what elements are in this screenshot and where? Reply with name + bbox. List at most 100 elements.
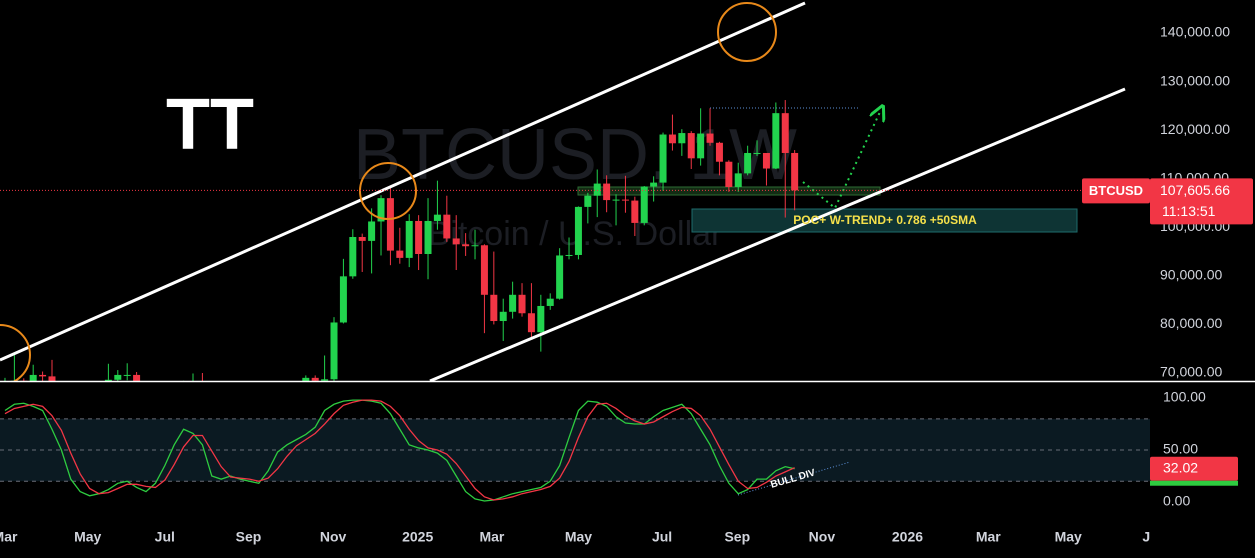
x-tick-label: Jul xyxy=(652,529,672,545)
candle-body xyxy=(490,294,498,322)
candle-body xyxy=(433,214,441,221)
x-tick-label: Mar xyxy=(479,529,504,545)
stoch-line xyxy=(4,399,795,501)
candle-body xyxy=(386,198,394,251)
candle-body xyxy=(593,183,601,196)
x-tick-label: J xyxy=(1142,529,1150,545)
y-tick-label: 90,000.00 xyxy=(1160,267,1222,283)
stoch-line xyxy=(4,399,795,502)
channel-upper xyxy=(0,1,806,362)
candle-body xyxy=(358,237,366,241)
candle-body xyxy=(744,152,752,174)
candle-body xyxy=(650,182,658,187)
x-tick-label: May xyxy=(74,529,101,545)
candle-body xyxy=(631,200,639,223)
price-tag xyxy=(1150,178,1253,225)
candle-body xyxy=(133,374,141,381)
x-tick-label: Mar xyxy=(0,529,18,545)
candle-body xyxy=(706,133,714,143)
x-tick-label: May xyxy=(1055,529,1082,545)
circle xyxy=(0,324,31,381)
candle-body xyxy=(424,220,432,254)
candle-body xyxy=(725,161,733,187)
candle-body xyxy=(377,198,385,222)
channel-lower xyxy=(429,87,1126,381)
candle-body xyxy=(321,379,329,381)
candle-body xyxy=(471,245,479,247)
circle xyxy=(359,162,417,220)
candle-body xyxy=(584,195,592,207)
candles xyxy=(4,100,799,381)
x-tick-label: 2025 xyxy=(402,529,433,545)
candle-body xyxy=(311,377,319,381)
candle-body xyxy=(668,134,676,144)
poc-box xyxy=(691,208,1078,233)
y-tick-label: 50.00 xyxy=(1163,441,1198,457)
candle-body xyxy=(302,377,310,381)
candle-body xyxy=(339,276,347,323)
candle-body xyxy=(659,134,667,183)
candle-body xyxy=(368,221,376,241)
logo: TT xyxy=(166,85,254,165)
candle-body xyxy=(781,113,789,153)
candle-body xyxy=(443,214,451,239)
value-tag-strip xyxy=(1150,480,1238,486)
x-tick-label: Mar xyxy=(976,529,1001,545)
circle xyxy=(717,2,777,62)
y-tick-label: 70,000.00 xyxy=(1160,364,1222,380)
axes: 70,000.0080,000.0090,000.00100,000.00110… xyxy=(0,24,1253,545)
candle-body xyxy=(574,206,582,255)
candle-body xyxy=(415,220,423,254)
x-tick-label: Sep xyxy=(724,529,750,545)
candle-body xyxy=(48,376,56,381)
y-tick-label: 0.00 xyxy=(1163,493,1190,509)
candle-body xyxy=(499,311,507,322)
candle-body xyxy=(715,142,723,162)
candle-body xyxy=(452,238,460,245)
candle-body xyxy=(640,186,648,223)
x-tick-label: 2026 xyxy=(892,529,923,545)
candle-body xyxy=(462,244,470,247)
band xyxy=(0,418,1150,482)
candle-body xyxy=(546,298,554,306)
symbol-label: BTCUSD xyxy=(1089,183,1143,198)
value-label: 32.02 xyxy=(1163,459,1198,475)
candle-body xyxy=(612,199,620,201)
candle-body xyxy=(791,152,799,191)
candle-body xyxy=(734,173,742,187)
y-tick-label: 140,000.00 xyxy=(1160,24,1230,40)
symbol-tag xyxy=(1082,178,1150,204)
candle-body xyxy=(678,133,686,144)
candle-body xyxy=(621,199,629,201)
candle-body xyxy=(396,250,404,258)
candle-body xyxy=(537,305,545,333)
stoch-panel xyxy=(0,399,1150,502)
candle-body xyxy=(480,245,488,295)
x-tick-label: Nov xyxy=(809,529,836,545)
x-tick-label: May xyxy=(565,529,592,545)
candle-body xyxy=(603,183,611,201)
x-tick-label: Sep xyxy=(236,529,262,545)
candle-body xyxy=(405,220,413,258)
y-tick-label: 100.00 xyxy=(1163,389,1206,405)
candle-body xyxy=(39,374,47,377)
x-tick-label: Jul xyxy=(155,529,175,545)
countdown: 11:13:51 xyxy=(1162,203,1216,219)
candle-body xyxy=(527,313,535,333)
candle-body xyxy=(697,133,705,159)
candle-body xyxy=(762,152,770,169)
candle-body xyxy=(330,322,338,380)
candle-body xyxy=(687,133,695,159)
candle-body xyxy=(349,237,357,277)
value-tag xyxy=(1150,456,1238,481)
candle-body xyxy=(772,113,780,169)
price-panel: BTCUSD, 1W Bitcoin / U.S. Dollar POC+ W-… xyxy=(0,1,1150,381)
y-tick-label: 80,000.00 xyxy=(1160,315,1222,331)
candle-body xyxy=(509,294,517,312)
candle-body xyxy=(114,374,122,380)
x-tick-label: Nov xyxy=(320,529,347,545)
candle-body xyxy=(29,374,37,381)
y-tick-label: 130,000.00 xyxy=(1160,72,1230,88)
y-tick-label: 120,000.00 xyxy=(1160,121,1230,137)
